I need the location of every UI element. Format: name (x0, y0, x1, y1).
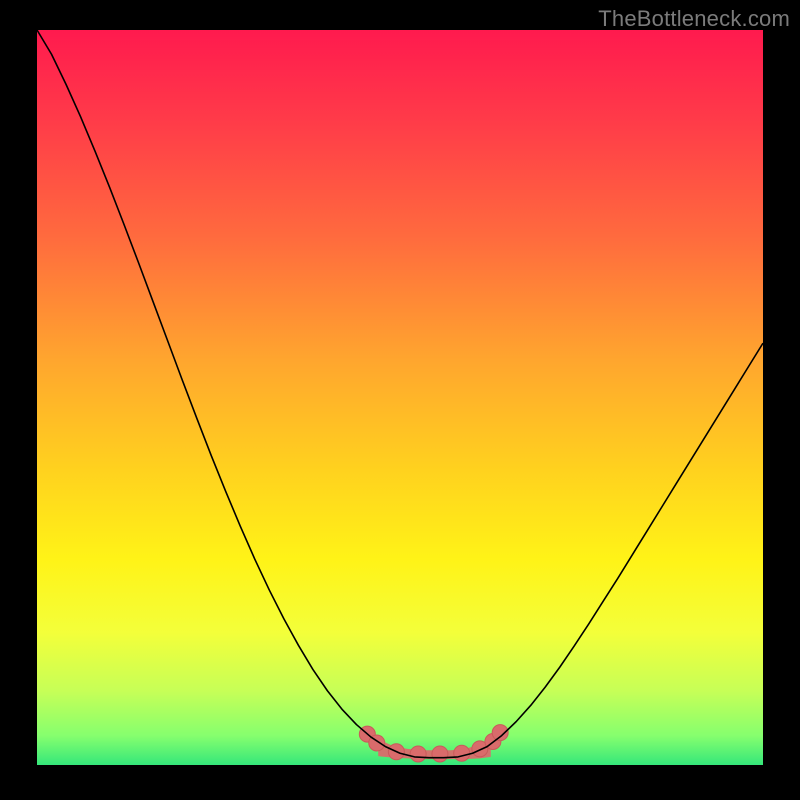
data-marker (454, 745, 470, 761)
gradient-background (37, 30, 763, 765)
watermark-text: TheBottleneck.com (598, 6, 790, 32)
chart-frame: TheBottleneck.com (0, 0, 800, 800)
data-marker (432, 746, 448, 762)
plot-svg (37, 30, 763, 765)
plot-area (37, 30, 763, 765)
data-marker (410, 746, 426, 762)
